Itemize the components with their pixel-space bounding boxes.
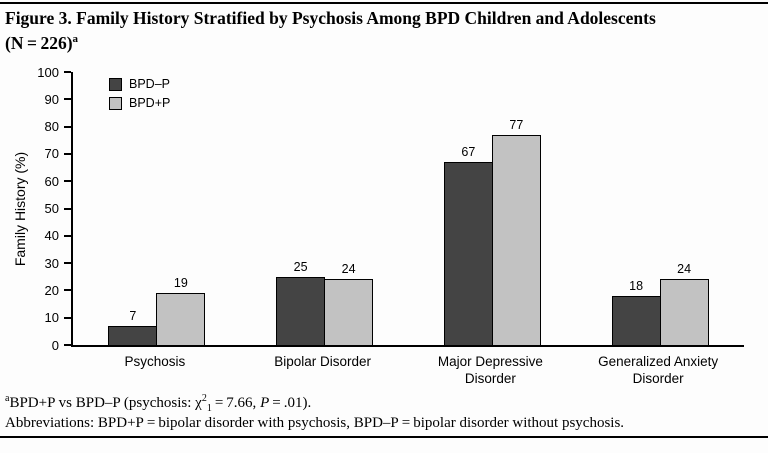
- y-tick-label: 50: [44, 201, 59, 216]
- legend: BPD–P BPD+P: [109, 77, 170, 110]
- bar-value-label: 19: [173, 276, 188, 291]
- x-axis-label-text: Major Depressive Disorder: [437, 354, 543, 386]
- y-tick-label: 20: [44, 282, 59, 298]
- y-tick-mark: [64, 207, 71, 210]
- y-tick-60: 60: [44, 173, 71, 189]
- y-tick-mark: [64, 71, 71, 73]
- legend-label: BPD–P: [129, 77, 170, 91]
- y-tick-label: 30: [44, 255, 59, 271]
- footnotes: aBPD+P vs BPD–P (psychosis: χ21 = 7.66, …: [5, 393, 763, 433]
- bar-bpd+p-bipolar-disorder: 24: [324, 262, 374, 345]
- bar-group-major-depressive-disorder: 67 77: [409, 72, 577, 345]
- y-tick-mark: [64, 344, 71, 346]
- y-tick-10: 10: [44, 310, 71, 326]
- bar-bpd+p-major-depressive-disorder: 77: [491, 118, 541, 345]
- bar-bpd-p-major-depressive-disorder: 67: [443, 145, 493, 345]
- y-tick-label: 70: [44, 146, 59, 162]
- y-tick-20: 20: [44, 282, 71, 298]
- bar-group-generalized-anxiety-disorder: 18 24: [576, 72, 744, 345]
- y-tick-50: 50: [44, 201, 71, 216]
- footnote-1-text-2: = 7.66,: [211, 395, 261, 411]
- legend-label: BPD+P: [129, 96, 171, 110]
- x-axis-label-text: Generalized Anxiety Disorder: [598, 354, 719, 386]
- y-tick-mark: [64, 98, 71, 101]
- legend-swatch: [109, 77, 122, 91]
- figure-title-line2: (N = 226): [5, 32, 73, 53]
- bottom-rule: [0, 436, 768, 438]
- x-axis-label-bipolar-disorder: Bipolar Disorder: [239, 353, 407, 387]
- bar-value-label: 7: [129, 308, 137, 323]
- bar-bpd-p-generalized-anxiety-disorder: 18: [611, 279, 661, 345]
- chi-square-superscript: 2: [201, 393, 207, 404]
- y-tick-label: 80: [44, 119, 59, 135]
- figure-title-line1: Figure 3. Family History Stratified by P…: [5, 8, 656, 28]
- y-tick-40: 40: [44, 228, 71, 244]
- bar-value-label: 25: [293, 259, 308, 274]
- bar-group-psychosis: 7 19: [73, 72, 241, 345]
- x-axis-label-generalized-anxiety-disorder: Generalized Anxiety Disorder: [574, 353, 742, 387]
- top-rule: [0, 2, 768, 4]
- footnote-2: Abbreviations: BPD+P = bipolar disorder …: [5, 415, 625, 431]
- y-tick-mark: [64, 180, 71, 183]
- bar-bpd-p-psychosis: 7: [108, 309, 158, 345]
- bar-bpd+p-generalized-anxiety-disorder: 24: [659, 262, 709, 345]
- y-tick-mark: [64, 234, 71, 237]
- y-tick-label: 0: [51, 337, 59, 353]
- y-tick-label: 100: [37, 64, 59, 80]
- bar-value-label: 77: [509, 117, 524, 132]
- x-axis-label-text: Psychosis: [124, 354, 186, 369]
- x-axis-labels: Psychosis Bipolar Disorder Major Depressiv…: [71, 353, 742, 387]
- figure-title-superscript: a: [72, 33, 79, 45]
- plot-area: 7 19 25 24 67 77 18 24 BPD–P BPD+P: [71, 72, 744, 347]
- y-tick-100: 100: [37, 64, 71, 80]
- y-tick-label: 90: [44, 91, 59, 107]
- y-tick-30: 30: [44, 255, 71, 271]
- chi-square-subscript: 1: [206, 403, 212, 414]
- y-tick-90: 90: [44, 91, 71, 107]
- footnote-1: aBPD+P vs BPD–P (psychosis: χ21 = 7.66, …: [5, 393, 763, 414]
- x-axis-label-text: Bipolar Disorder: [274, 354, 372, 369]
- legend-swatch: [109, 96, 122, 110]
- bar-groups: 7 19 25 24 67 77 18 24: [73, 72, 744, 345]
- y-tick-mark: [64, 152, 71, 155]
- bar-value-label: 18: [629, 278, 644, 293]
- figure-title: Figure 3. Family History Stratified by P…: [5, 8, 763, 54]
- bar-bpd-p-bipolar-disorder: 25: [276, 260, 326, 345]
- y-tick-mark: [64, 125, 71, 128]
- footnote-1-text-3: = .01).: [269, 395, 312, 411]
- y-tick-mark: [64, 289, 71, 292]
- bar-value-label: 67: [461, 145, 476, 160]
- bar-group-bipolar-disorder: 25 24: [241, 72, 409, 345]
- legend-item-bpd-p: BPD–P: [109, 77, 170, 91]
- y-tick-label: 60: [44, 173, 59, 189]
- footnote-1-superscript: a: [5, 393, 10, 404]
- y-tick-label: 10: [44, 310, 59, 326]
- bar-bpd+p-psychosis: 19: [156, 276, 206, 345]
- bar-value-label: 24: [341, 262, 356, 277]
- y-tick-70: 70: [44, 146, 71, 162]
- y-axis-ticks: 0 10 20 30 40 50 60 70 80 90 100: [0, 65, 71, 353]
- y-tick-mark: [64, 316, 71, 319]
- footnote-1-p-italic: P: [260, 395, 270, 411]
- legend-item-bpd+p: BPD+P: [109, 96, 170, 110]
- x-axis-label-major-depressive-disorder: Major Depressive Disorder: [407, 353, 575, 387]
- y-tick-label: 40: [44, 228, 59, 244]
- footnote-1-text-1: BPD+P vs BPD–P (psychosis: χ: [9, 395, 202, 411]
- y-tick-80: 80: [44, 119, 71, 135]
- bar-value-label: 24: [677, 262, 692, 277]
- y-tick-mark: [64, 262, 71, 265]
- x-axis-label-psychosis: Psychosis: [71, 353, 239, 387]
- y-tick-0: 0: [51, 337, 71, 353]
